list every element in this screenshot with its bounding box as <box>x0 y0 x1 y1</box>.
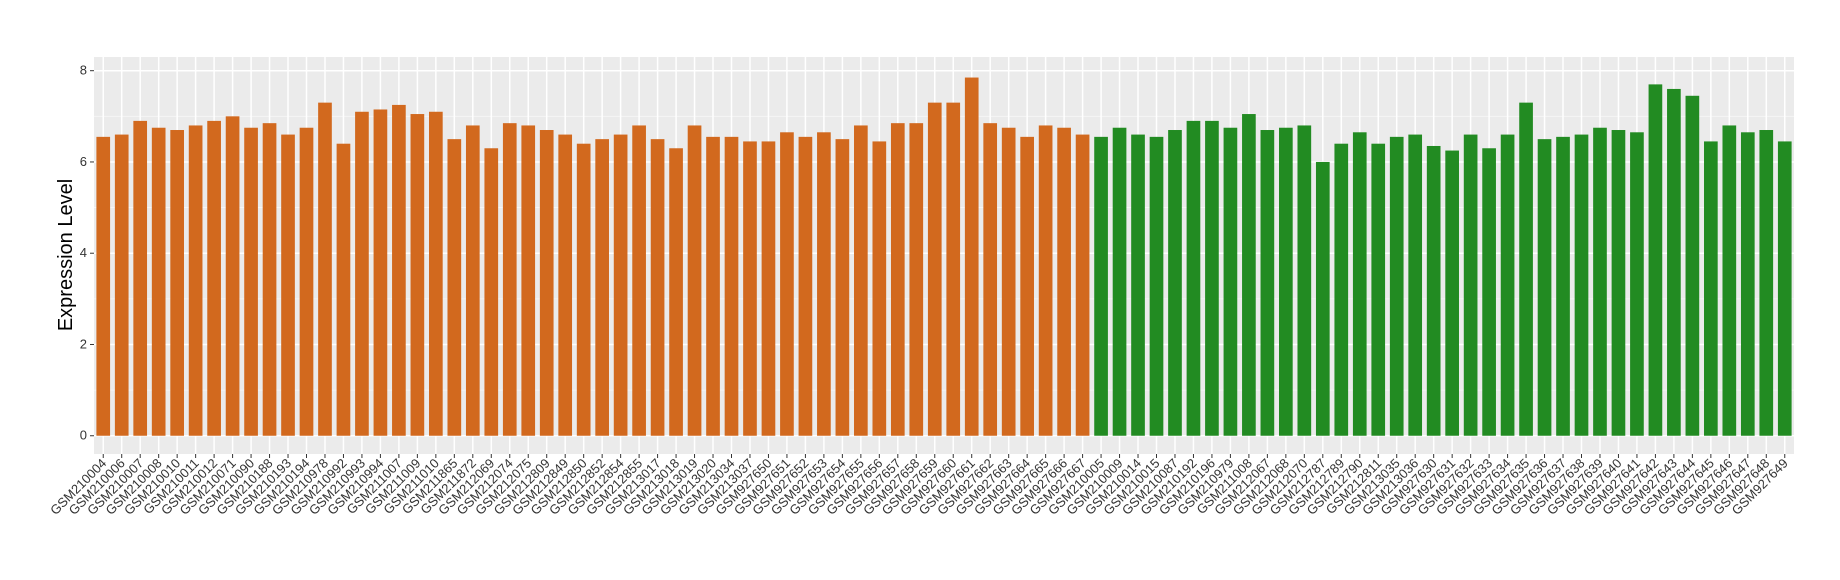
bar <box>262 123 277 436</box>
bar <box>890 123 905 436</box>
bar <box>281 134 295 436</box>
bar <box>687 125 702 436</box>
bar <box>521 125 536 436</box>
bar <box>927 102 942 436</box>
bar <box>854 125 868 436</box>
bar <box>170 130 184 436</box>
bar <box>1574 134 1589 436</box>
bar <box>502 123 517 436</box>
bar <box>798 136 813 436</box>
bar <box>909 123 924 436</box>
bar <box>1630 132 1644 436</box>
bar <box>1168 130 1182 436</box>
bar <box>1205 120 1219 436</box>
bar <box>595 139 609 436</box>
bar <box>650 139 665 436</box>
bar <box>133 120 148 436</box>
bar <box>946 102 961 436</box>
bar <box>114 134 129 436</box>
bar <box>1611 130 1626 436</box>
bar <box>1556 136 1570 436</box>
bar <box>1020 136 1034 436</box>
bar <box>964 77 979 436</box>
y-tick-label: 0 <box>80 428 87 443</box>
bar <box>188 125 203 436</box>
y-tick-label: 2 <box>80 336 87 351</box>
bar <box>1279 127 1293 436</box>
bar <box>872 141 887 436</box>
bar <box>484 148 499 436</box>
bar <box>706 136 720 436</box>
bar <box>1537 139 1552 436</box>
y-tick-label: 4 <box>80 245 87 260</box>
bar <box>1463 134 1478 436</box>
bar <box>392 104 406 436</box>
bar <box>151 127 166 436</box>
bar <box>1371 143 1386 436</box>
bar <box>355 111 369 436</box>
y-axis-title: Expression Level <box>55 179 77 331</box>
bar <box>447 139 462 436</box>
bar <box>632 125 646 436</box>
bar <box>539 130 554 436</box>
bar <box>1519 102 1533 436</box>
bar <box>1482 148 1496 436</box>
bar <box>1759 130 1774 436</box>
bar <box>429 111 443 436</box>
bar <box>318 102 332 436</box>
bar <box>613 134 628 436</box>
bar <box>1426 145 1441 436</box>
bar <box>1242 114 1256 436</box>
bar <box>207 120 221 436</box>
bar <box>669 148 683 436</box>
bar <box>1223 127 1238 436</box>
y-tick-label: 8 <box>80 63 87 78</box>
bar <box>1112 127 1127 436</box>
bar <box>835 139 850 436</box>
bar <box>743 141 757 436</box>
y-tick-label: 6 <box>80 154 87 169</box>
bar <box>1685 95 1700 436</box>
bar <box>1131 134 1145 436</box>
bar <box>724 136 739 436</box>
bar <box>299 127 314 436</box>
bar <box>1038 125 1053 436</box>
bar <box>1740 132 1755 436</box>
bar <box>336 143 351 436</box>
bar <box>1149 136 1164 436</box>
bar <box>1648 84 1663 436</box>
bar <box>1593 127 1607 436</box>
bar <box>1389 136 1404 436</box>
bar <box>983 123 998 436</box>
bar <box>1445 150 1459 436</box>
bar <box>576 143 591 436</box>
bar <box>1777 141 1792 436</box>
bar <box>1094 136 1108 436</box>
bar <box>1001 127 1016 436</box>
bar <box>1667 88 1681 436</box>
bar <box>1315 161 1330 436</box>
bar <box>1704 141 1718 436</box>
bar <box>1057 127 1071 436</box>
bar <box>558 134 573 436</box>
bar <box>1722 125 1737 436</box>
bar <box>761 141 776 436</box>
bar <box>1297 125 1312 436</box>
bar <box>465 125 480 436</box>
bar <box>410 114 425 436</box>
bar <box>1186 120 1201 436</box>
bar <box>1352 132 1367 436</box>
bar <box>1500 134 1515 436</box>
bar <box>780 132 794 436</box>
bar <box>1075 134 1090 436</box>
bar <box>1260 130 1275 436</box>
bar <box>373 109 388 436</box>
bar <box>1408 134 1423 436</box>
bar <box>225 116 240 436</box>
bar <box>1334 143 1349 436</box>
bar <box>244 127 258 436</box>
bar <box>96 136 111 436</box>
bar <box>817 132 831 436</box>
